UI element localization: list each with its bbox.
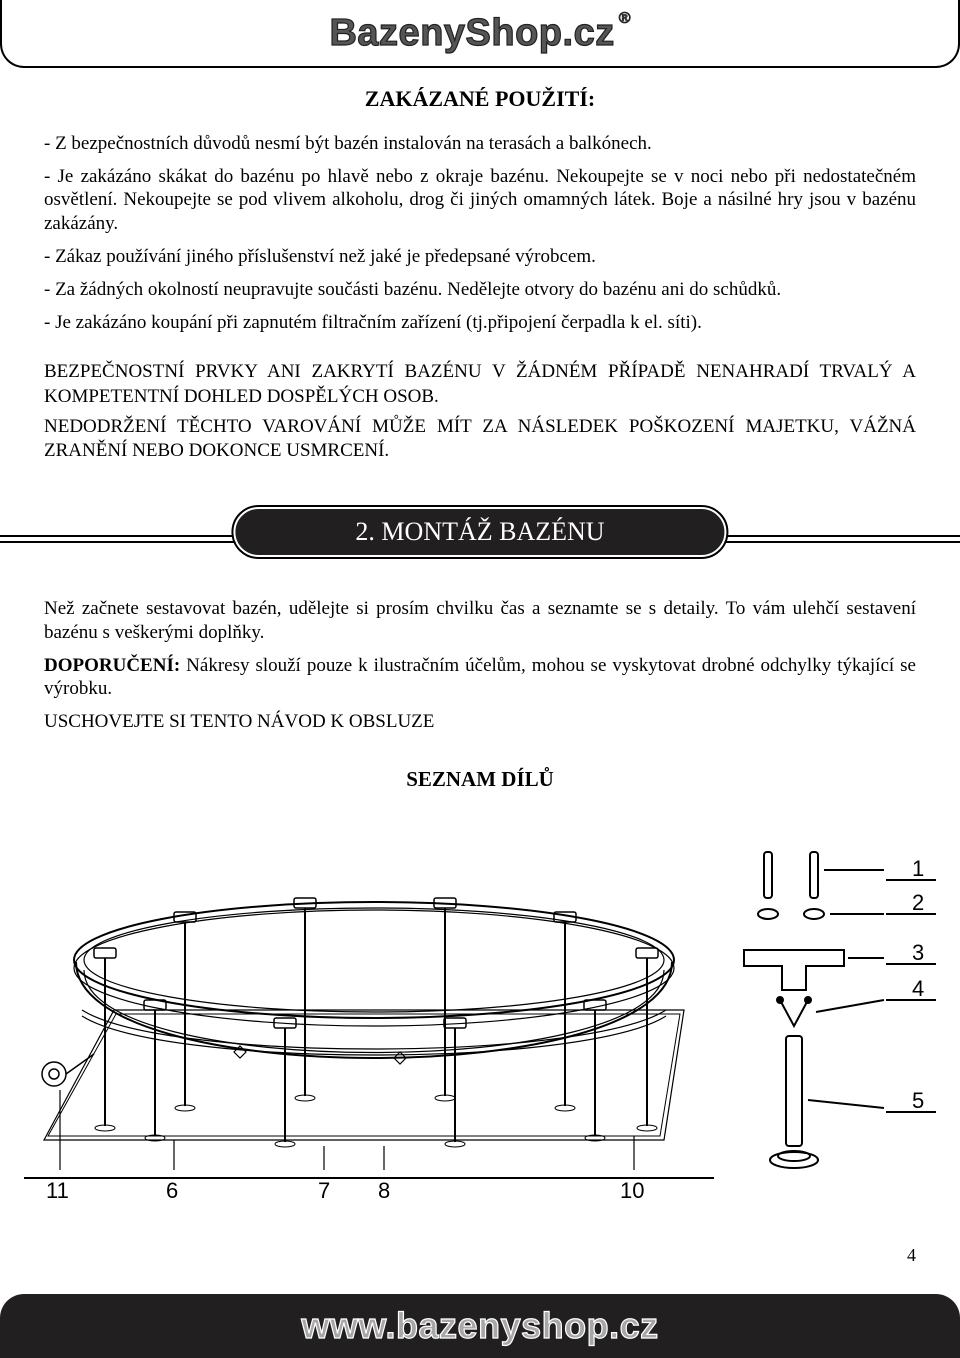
forbidden-use-title: ZAKÁZANÉ POUŽITÍ: xyxy=(44,86,916,112)
bullet-3: - Zákaz používání jiného příslušenství n… xyxy=(44,245,916,268)
part-label-1: 1 xyxy=(912,856,924,881)
brand-title: BazenyShop.cz xyxy=(329,12,614,55)
part-label-8: 8 xyxy=(378,1178,390,1203)
divider-pill: 2. MONTÁŽ BAZÉNU xyxy=(233,507,726,557)
assembly-intro: Než začnete sestavovat bazén, udělejte s… xyxy=(44,597,916,643)
part-label-11: 11 xyxy=(46,1178,69,1203)
part-label-2: 2 xyxy=(912,890,924,915)
part-label-5: 5 xyxy=(912,1088,924,1113)
warning-block: BEZPEČNOSTNÍ PRVKY ANI ZAKRYTÍ BAZÉNU V … xyxy=(44,360,916,463)
recommend-label: DOPORUČENÍ: xyxy=(44,655,180,676)
bullet-1: - Z bezpečnostních důvodů nesmí být bazé… xyxy=(44,132,916,155)
header-banner: BazenyShop.cz ® xyxy=(0,0,960,68)
bullet-2: - Je zakázáno skákat do bazénu po hlavě … xyxy=(44,165,916,235)
section-divider: 2. MONTÁŽ BAZÉNU xyxy=(0,507,960,571)
warning-2: NEDODRŽENÍ TĚCHTO VAROVÁNÍ MŮŽE MÍT ZA N… xyxy=(44,415,916,464)
part-label-6: 6 xyxy=(166,1178,178,1203)
registered-mark: ® xyxy=(619,10,631,28)
parts-diagram: 1 2 3 4 5 11 6 7 8 10 xyxy=(24,840,936,1210)
footer-banner: www.bazenyshop.cz xyxy=(0,1294,960,1358)
page-content: ZAKÁZANÉ POUŽITÍ: - Z bezpečnostních dův… xyxy=(0,68,960,463)
section2-content: Než začnete sestavovat bazén, udělejte s… xyxy=(0,597,960,792)
bullet-5: - Je zakázáno koupání při zapnutém filtr… xyxy=(44,311,916,334)
parts-list-title: SEZNAM DÍLŮ xyxy=(44,767,916,792)
part-label-4: 4 xyxy=(912,976,924,1001)
part-label-3: 3 xyxy=(912,940,924,965)
part-label-10: 10 xyxy=(620,1178,644,1203)
page-number: 4 xyxy=(907,1245,916,1266)
keep-manual: USCHOVEJTE SI TENTO NÁVOD K OBSLUZE xyxy=(44,710,916,733)
recommendation-line: DOPORUČENÍ: Nákresy slouží pouze k ilust… xyxy=(44,654,916,700)
warning-1: BEZPEČNOSTNÍ PRVKY ANI ZAKRYTÍ BAZÉNU V … xyxy=(44,360,916,409)
part-label-7: 7 xyxy=(318,1178,330,1203)
bullet-4: - Za žádných okolností neupravujte součá… xyxy=(44,278,916,301)
footer-url: www.bazenyshop.cz xyxy=(301,1305,658,1347)
